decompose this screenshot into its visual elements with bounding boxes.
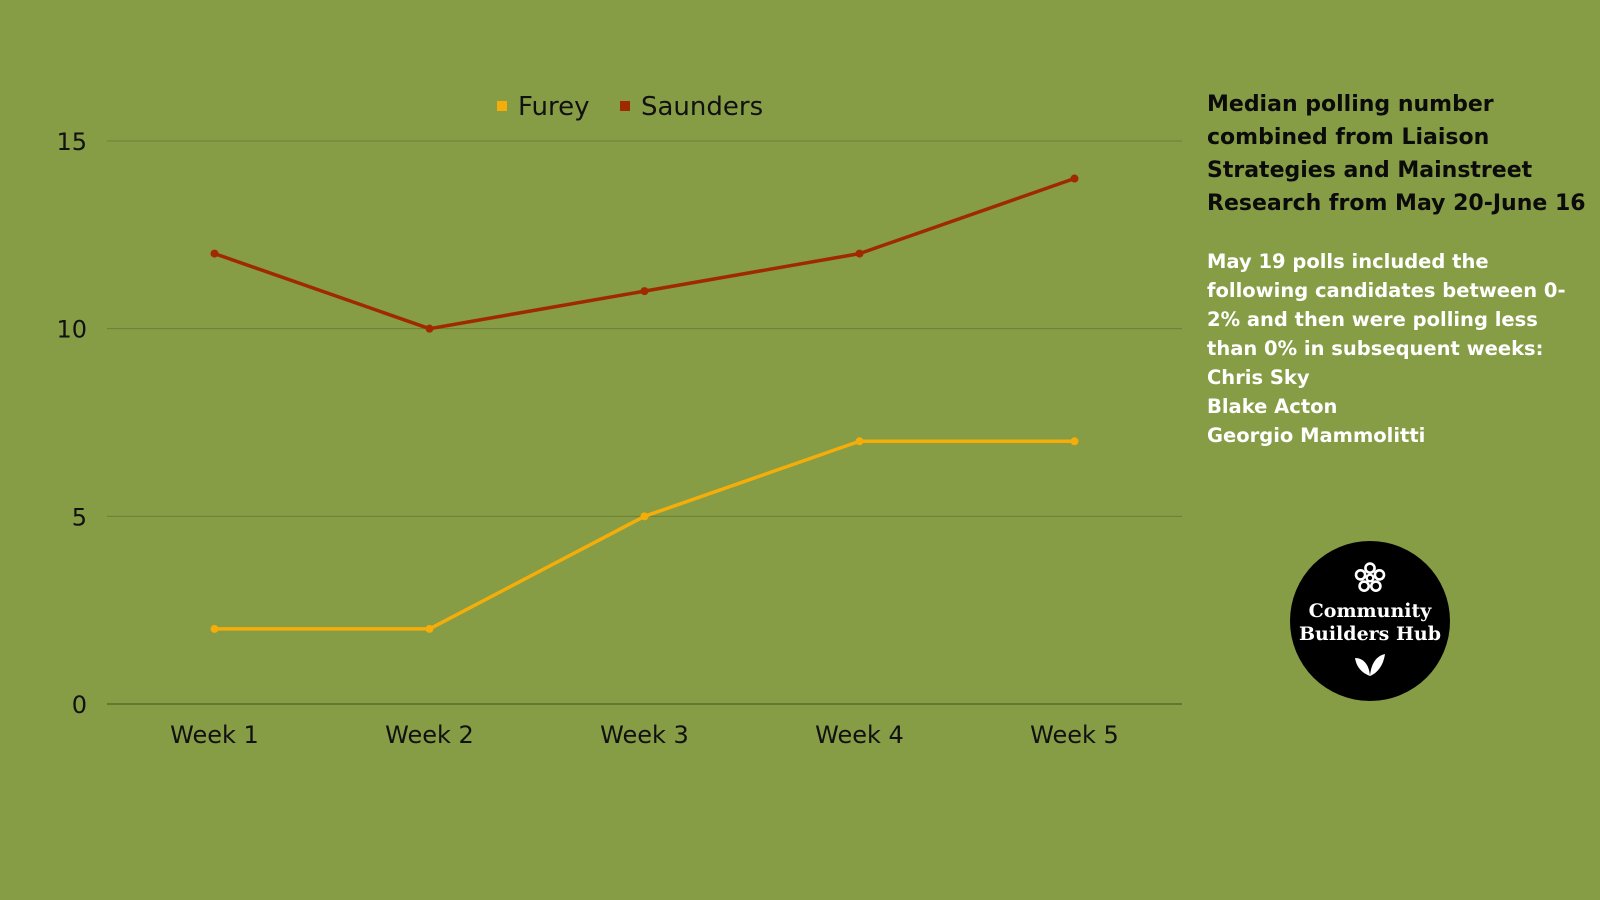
note-intro: May 19 polls included the following cand… <box>1207 250 1566 360</box>
x-tick-label-week-2: Week 2 <box>385 721 474 749</box>
y-axis-ticks: 0 5 10 15 <box>56 128 87 719</box>
data-point-furey <box>425 624 434 633</box>
excluded-candidates-note: May 19 polls included the following cand… <box>1207 247 1592 450</box>
legend-label-saunders: Saunders <box>641 92 763 122</box>
legend-label-furey: Furey <box>518 92 590 122</box>
candidate-name: Georgio Mammolitti <box>1207 424 1426 447</box>
y-tick-label-1: 5 <box>72 503 87 531</box>
flower-icon <box>1354 562 1386 592</box>
data-point-saunders <box>425 324 434 333</box>
data-point-furey <box>640 512 649 521</box>
legend-swatch-saunders <box>620 101 630 111</box>
side-panel: Median polling number combined from Liai… <box>1207 88 1592 450</box>
data-point-furey <box>855 437 864 446</box>
series-line-furey <box>214 439 1075 631</box>
logo-line-1: Community <box>1308 600 1432 622</box>
series-layer <box>210 174 1079 633</box>
community-builders-hub-logo: Community Builders Hub <box>1290 541 1450 701</box>
legend: Furey Saunders <box>497 92 763 122</box>
x-tick-label-week-3: Week 3 <box>600 721 689 749</box>
candidate-name: Chris Sky <box>1207 366 1310 389</box>
chart-description-heading: Median polling number combined from Liai… <box>1207 92 1586 216</box>
line-chart: 0 5 10 15 Week 1 Week 2 Week 3 Week 4 We… <box>56 92 1182 749</box>
data-point-saunders <box>855 249 864 258</box>
leaf-icon <box>1355 654 1385 676</box>
y-tick-label-3: 15 <box>56 128 87 156</box>
x-tick-label-week-1: Week 1 <box>170 721 259 749</box>
x-tick-label-week-4: Week 4 <box>815 721 904 749</box>
data-point-saunders <box>640 287 649 296</box>
data-point-furey <box>1070 437 1079 446</box>
y-tick-label-2: 10 <box>56 316 87 344</box>
x-tick-label-week-5: Week 5 <box>1030 721 1119 749</box>
data-point-saunders <box>1070 174 1079 183</box>
series-line-saunders <box>213 176 1076 331</box>
logo-line-2: Builders Hub <box>1298 623 1442 645</box>
candidate-name: Blake Acton <box>1207 395 1338 418</box>
gridlines <box>107 140 1182 705</box>
data-point-furey <box>210 624 219 633</box>
x-axis-ticks: Week 1 Week 2 Week 3 Week 4 Week 5 <box>170 721 1119 749</box>
legend-swatch-furey <box>497 101 507 111</box>
data-point-saunders <box>210 249 219 258</box>
logo-wordmark: Community Builders Hub <box>1299 600 1441 646</box>
y-tick-label-0: 0 <box>72 691 87 719</box>
